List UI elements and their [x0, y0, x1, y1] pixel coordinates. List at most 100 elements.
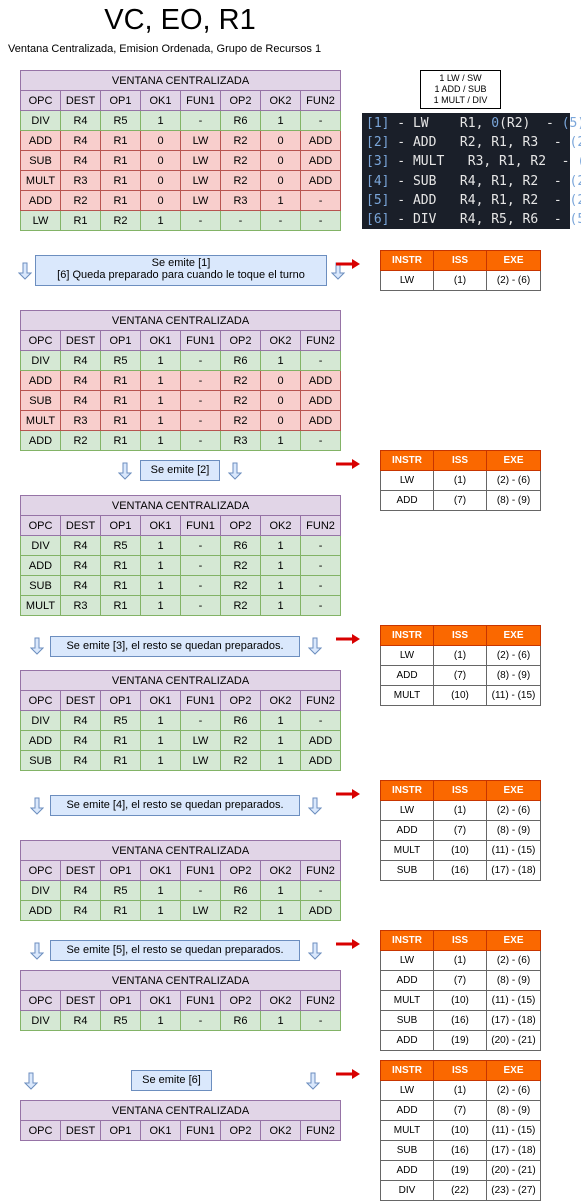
- ventana-row: ADD R2 R1 0 LW R3 1-: [20, 190, 342, 211]
- issue-cell: (8) - (9): [486, 820, 541, 841]
- ventana-cell: R3: [220, 430, 261, 451]
- issue-cell: (10): [433, 1120, 487, 1141]
- ventana-cell: DIV: [20, 535, 61, 556]
- ventana-title-row: VENTANA CENTRALIZADA: [19, 495, 342, 516]
- ventana-cell: 1: [140, 595, 181, 616]
- ventana-cell: R1: [100, 595, 141, 616]
- down-arrow-icon: [30, 942, 44, 960]
- issue-cell: (22): [433, 1180, 487, 1201]
- issue-row: ADD (19) (20) - (21): [380, 1160, 541, 1181]
- code-line: [4] - SUB R4, R1, R2 - (2): [366, 174, 581, 189]
- ventana-cell: -: [299, 110, 342, 131]
- issue-cell: (19): [433, 1030, 487, 1051]
- issue-cell: (8) - (9): [486, 490, 541, 511]
- ventana-cell: 1: [260, 535, 301, 556]
- down-arrow-icon: [308, 797, 322, 815]
- issue-cell: (10): [433, 990, 487, 1011]
- ventana-row: MULT R3 R1 1- R2 0 ADD: [20, 410, 342, 431]
- issue-cell: (20) - (21): [486, 1160, 541, 1181]
- ventana-cell: -: [299, 880, 342, 901]
- ventana-row: DIV R4 R5 1- R6 1-: [20, 710, 342, 731]
- issue-cell: (1): [433, 470, 487, 491]
- ventana-cell: ADD: [20, 730, 61, 751]
- column-header: OPC: [20, 690, 61, 711]
- issue-header: EXE: [486, 250, 541, 271]
- column-header: DEST: [60, 990, 101, 1011]
- ventana-row: MULT R3 R1 1- R2 1-: [20, 595, 342, 616]
- issue-cell: ADD: [380, 820, 434, 841]
- issue-row: LW (1) (2) - (6): [380, 950, 541, 971]
- ventana-table: VENTANA CENTRALIZADA OPC DEST OP1 OK1 FUN1 OP2…: [19, 495, 342, 616]
- ventana-cell: LW: [180, 170, 221, 191]
- ventana-cell: ADD: [299, 130, 342, 151]
- down-arrow-icon: [308, 942, 322, 960]
- issue-cell: (7): [433, 970, 487, 991]
- code-line: [6] - DIV R4, R5, R6 - (5): [366, 212, 581, 227]
- ventana-cell: -: [180, 595, 221, 616]
- issue-row: ADD (7) (8) - (9): [380, 970, 541, 991]
- ventana-cell: -: [299, 535, 342, 556]
- issue-cell: (1): [433, 270, 487, 291]
- ventana-cell: LW: [180, 900, 221, 921]
- ventana-cell: LW: [180, 750, 221, 771]
- ventana-cell: R5: [100, 535, 141, 556]
- issue-header: ISS: [433, 450, 487, 471]
- ventana-header-row: OPC DEST OP1 OK1 FUN1 OP2 OK2 FUN2: [20, 515, 342, 536]
- ventana-cell: R6: [220, 350, 261, 371]
- ventana-cell: MULT: [20, 170, 61, 191]
- ventana-cell: 1: [260, 190, 301, 211]
- issue-cell: (19): [433, 1160, 487, 1181]
- ventana-title-row: VENTANA CENTRALIZADA: [19, 670, 342, 691]
- ventana-cell: R5: [100, 710, 141, 731]
- ventana-cell: LW: [180, 130, 221, 151]
- ventana-cell: 1: [140, 350, 181, 371]
- column-header: OK2: [260, 690, 301, 711]
- ventana-cell: R4: [60, 535, 101, 556]
- issue-cell: LW: [380, 1080, 434, 1101]
- issue-cell: (11) - (15): [486, 1120, 541, 1141]
- column-header: FUN2: [299, 330, 342, 351]
- legend-line: 1 ADD / SUB: [434, 84, 487, 94]
- column-header: FUN1: [180, 860, 221, 881]
- issue-cell: ADD: [380, 490, 434, 511]
- column-header: OPC: [20, 90, 61, 111]
- right-arrow-icon: [336, 789, 360, 799]
- ventana-title: VENTANA CENTRALIZADA: [19, 1100, 342, 1121]
- ventana-row: ADD R4 R1 1 LW R2 1 ADD: [20, 900, 342, 921]
- ventana-cell: -: [180, 1010, 221, 1031]
- ventana-table: VENTANA CENTRALIZADA OPC DEST OP1 OK1 FUN1 OP2…: [19, 310, 342, 451]
- ventana-cell: R5: [100, 350, 141, 371]
- code-line-text: -: [546, 193, 570, 208]
- ventana-cell: 1: [260, 555, 301, 576]
- issue-cell: ADD: [380, 970, 434, 991]
- ventana-cell: LW: [180, 150, 221, 171]
- ventana-cell: DIV: [20, 880, 61, 901]
- ventana-cell: ADD: [299, 370, 342, 391]
- ventana-cell: -: [299, 210, 342, 231]
- column-header: OK1: [140, 690, 181, 711]
- ventana-cell: 0: [140, 150, 181, 171]
- ventana-cell: R1: [100, 555, 141, 576]
- column-header: OK2: [260, 860, 301, 881]
- issue-cell: (10): [433, 840, 487, 861]
- issue-header: EXE: [486, 450, 541, 471]
- ventana-cell: -: [299, 350, 342, 371]
- ventana-row: DIV R4 R5 1- R6 1-: [20, 880, 342, 901]
- code-line-index: [6]: [366, 212, 390, 227]
- code-line-text: -: [538, 116, 562, 131]
- issue-row: ADD (7) (8) - (9): [380, 820, 541, 841]
- issue-row: LW (1) (2) - (6): [380, 1080, 541, 1101]
- issue-header-row: INSTR ISS EXE: [380, 450, 541, 471]
- down-arrow-icon: [24, 1072, 38, 1090]
- page-title: VC, EO, R1: [104, 4, 256, 36]
- issue-row: MULT (10) (11) - (15): [380, 685, 541, 706]
- ventana-cell: R2: [220, 170, 261, 191]
- column-header: OPC: [20, 515, 61, 536]
- ventana-title: VENTANA CENTRALIZADA: [19, 970, 342, 991]
- ventana-cell: R4: [60, 110, 101, 131]
- right-arrow-icon: [336, 259, 360, 269]
- ventana-header-row: OPC DEST OP1 OK1 FUN1 OP2 OK2 FUN2: [20, 330, 342, 351]
- right-arrow-icon: [336, 939, 360, 949]
- ventana-cell: R1: [100, 150, 141, 171]
- code-line-index: [2]: [366, 135, 390, 150]
